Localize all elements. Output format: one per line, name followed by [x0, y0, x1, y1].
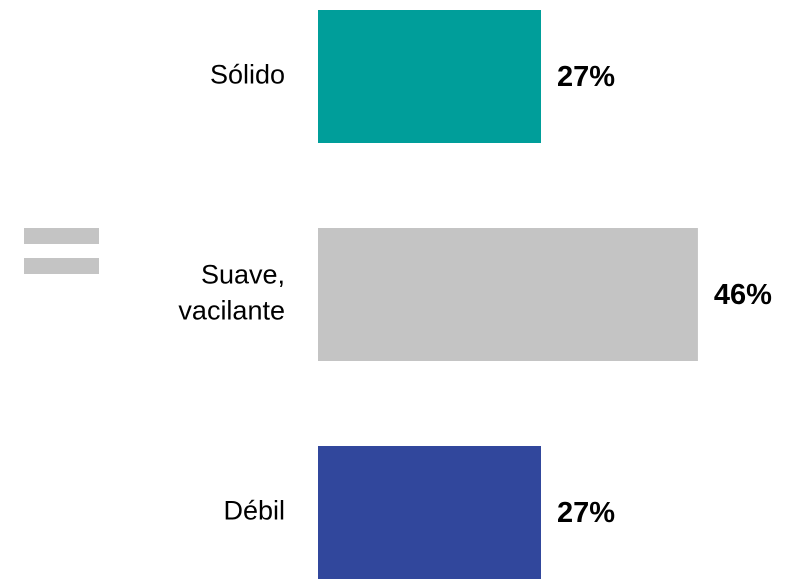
- category-label: Suave, vacilante: [178, 260, 285, 326]
- equals-icon-bottom: [24, 258, 99, 274]
- value-label: 27%: [557, 497, 615, 529]
- bar: [318, 228, 698, 361]
- category-label: Débil: [223, 496, 285, 526]
- value-label: 46%: [714, 279, 772, 311]
- bar: [318, 10, 541, 143]
- equals-icon-top: [24, 228, 99, 244]
- bar: [318, 446, 541, 579]
- category-label: Sólido: [210, 60, 285, 90]
- value-label: 27%: [557, 61, 615, 93]
